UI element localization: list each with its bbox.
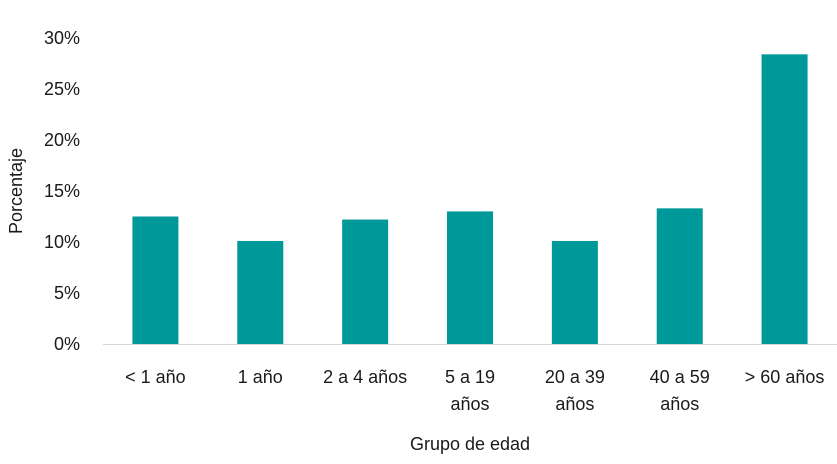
- x-tick-label: 40 a 59 años: [650, 367, 710, 414]
- x-tick-label: 20 a 39 años: [545, 367, 605, 414]
- x-tick-label: < 1 año: [125, 367, 186, 387]
- y-tick-label: 25%: [44, 79, 80, 99]
- x-tick-label: 5 a 19 años: [445, 367, 495, 414]
- bar: [237, 240, 284, 344]
- y-tick-label: 20%: [44, 130, 80, 150]
- y-tick-label: 5%: [54, 283, 80, 303]
- y-tick-label: 30%: [44, 28, 80, 48]
- x-axis-title: Grupo de edad: [410, 434, 530, 454]
- bars: [132, 54, 808, 344]
- x-tick-label: > 60 años: [745, 367, 825, 387]
- x-axis-ticks: < 1 año 1 año 2 a 4 años 5 a 19 años 20 a 39 a…: [125, 367, 824, 414]
- bar: [342, 219, 389, 344]
- bar: [656, 208, 703, 344]
- bar: [761, 54, 808, 344]
- x-tick-label: 1 año: [238, 367, 283, 387]
- bar: [447, 211, 493, 344]
- y-tick-label: 0%: [54, 334, 80, 354]
- bar: [132, 216, 179, 344]
- y-axis-title: Porcentaje: [6, 148, 26, 234]
- y-tick-label: 15%: [44, 181, 80, 201]
- y-axis-ticks: 0% 5% 10% 15% 20% 25% 30%: [44, 28, 80, 354]
- bar: [551, 240, 598, 344]
- y-tick-label: 10%: [44, 232, 80, 252]
- x-tick-label: 2 a 4 años: [323, 367, 407, 387]
